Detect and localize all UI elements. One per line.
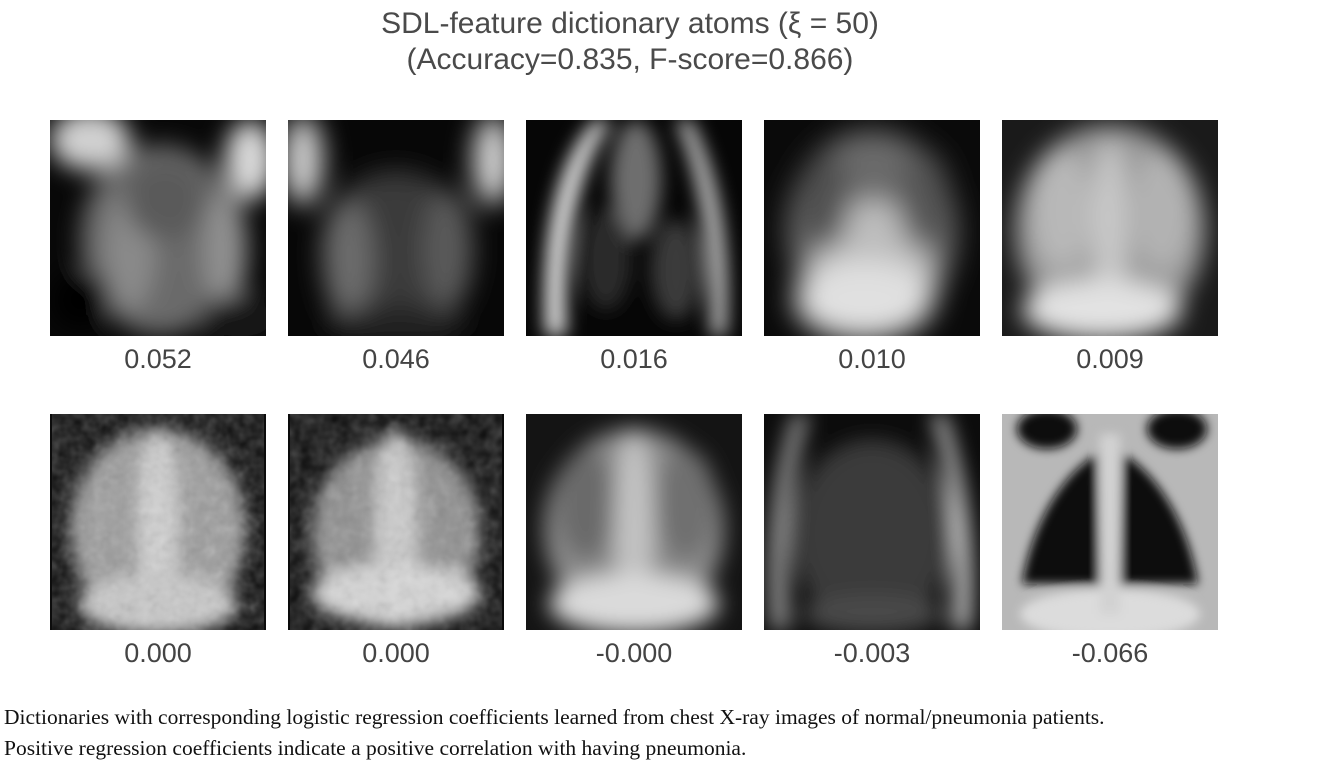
xray-atom-image xyxy=(1002,120,1218,336)
atom-image xyxy=(288,120,504,336)
atom-grid: 0.052 0.046 xyxy=(50,120,1220,670)
regression-coefficient: -0.000 xyxy=(595,638,673,668)
regression-coefficient: -0.003 xyxy=(833,638,911,668)
xray-atom-image xyxy=(764,414,980,630)
regression-coefficient: 0.000 xyxy=(124,638,192,668)
xray-atom-image xyxy=(288,120,504,336)
xray-atom-image xyxy=(288,414,504,630)
regression-coefficient: 0.010 xyxy=(838,344,906,374)
figure-title: SDL-feature dictionary atoms (ξ = 50) (A… xyxy=(0,6,1260,78)
atom-image xyxy=(1002,120,1218,336)
xray-atom-image xyxy=(50,120,266,336)
atom-image xyxy=(288,414,504,630)
atom-image xyxy=(764,414,980,630)
caption-line1: Dictionaries with corresponding logistic… xyxy=(4,705,1105,729)
regression-coefficient: 0.000 xyxy=(362,638,430,668)
regression-coefficient: 0.046 xyxy=(362,344,430,374)
atom-image xyxy=(50,120,266,336)
xray-atom-image xyxy=(526,120,742,336)
regression-coefficient: -0.066 xyxy=(1071,638,1149,668)
xray-atom-image xyxy=(50,414,266,630)
atom-image xyxy=(526,120,742,336)
xray-atom-image xyxy=(526,414,742,630)
figure-caption: Dictionaries with corresponding logistic… xyxy=(4,702,1314,764)
caption-line2: Positive regression coefficients indicat… xyxy=(4,736,747,760)
regression-coefficient: 0.009 xyxy=(1076,344,1144,374)
atom-image xyxy=(764,120,980,336)
figure-title-line2: (Accuracy=0.835, F-score=0.866) xyxy=(406,43,854,76)
atom-image xyxy=(50,414,266,630)
regression-coefficient: 0.016 xyxy=(600,344,668,374)
regression-coefficient: 0.052 xyxy=(124,344,192,374)
figure-title-line1: SDL-feature dictionary atoms (ξ = 50) xyxy=(381,7,879,40)
atom-image xyxy=(526,414,742,630)
xray-atom-image xyxy=(1002,414,1218,630)
xray-atom-image xyxy=(764,120,980,336)
atom-image xyxy=(1002,414,1218,630)
